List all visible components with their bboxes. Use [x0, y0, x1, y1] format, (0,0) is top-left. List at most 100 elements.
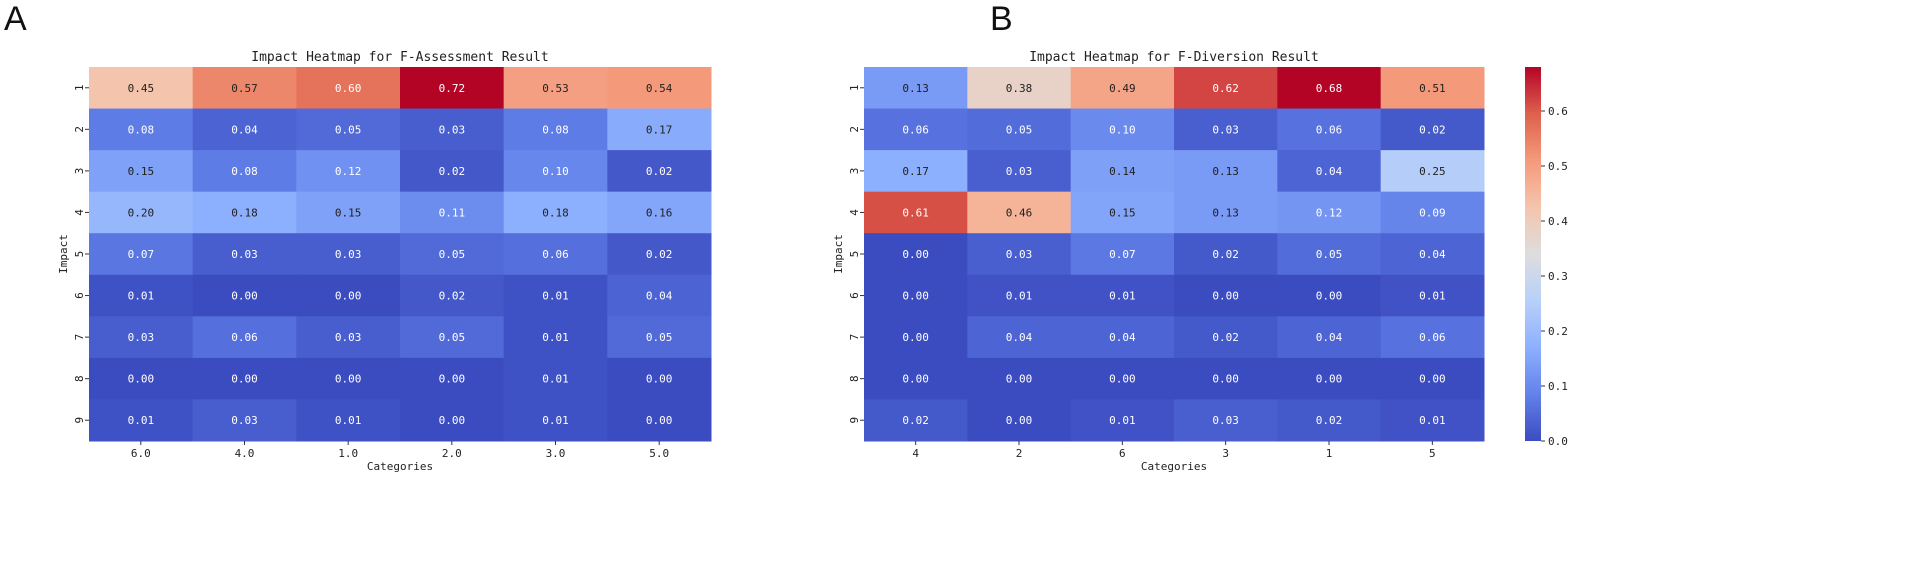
heatmap-cell-a: [607, 233, 712, 276]
cell-value-label-b: 0.04: [1006, 331, 1033, 344]
cell-value-label-b: 0.62: [1212, 82, 1239, 95]
x-tick-label-b: 6: [1119, 447, 1126, 460]
heatmap-cell-a: [400, 357, 505, 400]
heatmap-cell-a: [192, 67, 297, 110]
heatmap-cell-a: [192, 191, 297, 234]
heatmap-cell-a: [503, 357, 608, 400]
cell-value-label-a: 0.72: [439, 82, 466, 95]
heatmap-cell-a: [607, 67, 712, 110]
cell-value-label-a: 0.00: [439, 373, 466, 386]
heatmap-cell-b: [967, 191, 1072, 234]
panel-letter-b: B: [990, 0, 1013, 38]
cell-value-label-a: 0.01: [542, 331, 569, 344]
cell-value-label-b: 0.04: [1316, 165, 1343, 178]
cell-value-label-b: 0.00: [1006, 373, 1033, 386]
heatmap-cell-a: [607, 274, 712, 317]
heatmap-cell-b: [967, 316, 1072, 359]
heatmap-cell-a: [192, 316, 297, 359]
heatmap-cell-b: [1380, 108, 1485, 151]
x-tick-label-a: 3.0: [546, 447, 566, 460]
cell-value-label-a: 0.00: [128, 373, 155, 386]
heatmap-cell-b: [1070, 399, 1175, 442]
heatmap-cell-b: [1277, 108, 1382, 151]
cell-value-label-a: 0.01: [542, 290, 569, 303]
cell-value-label-a: 0.01: [542, 414, 569, 427]
heatmap-cell-b: [967, 274, 1072, 317]
cell-value-label-a: 0.03: [231, 414, 258, 427]
heatmap-cell-b: [1174, 233, 1278, 276]
heatmap-cell-a: [400, 108, 505, 151]
cell-value-label-b: 0.01: [1419, 290, 1446, 303]
cell-value-label-a: 0.00: [231, 290, 258, 303]
cell-value-label-b: 0.02: [1212, 248, 1239, 261]
heatmap-cell-a: [503, 274, 608, 317]
cell-value-label-b: 0.01: [1419, 414, 1446, 427]
heatmap-cell-a: [400, 274, 505, 317]
colorbar-tick-label: 0.5: [1548, 160, 1568, 173]
heatmap-cell-b: [1070, 357, 1175, 400]
heatmap-cell-b: [1277, 233, 1382, 276]
cell-value-label-b: 0.03: [1006, 165, 1033, 178]
cell-value-label-a: 0.02: [439, 290, 466, 303]
y-tick-label-b: 8: [848, 375, 861, 382]
cell-value-label-b: 0.00: [902, 373, 929, 386]
cell-value-label-b: 0.00: [1109, 373, 1136, 386]
y-tick-label-a: 2: [73, 126, 86, 133]
heatmap-cell-b: [1380, 316, 1485, 359]
cell-value-label-b: 0.04: [1109, 331, 1136, 344]
heatmap-cell-a: [503, 191, 608, 234]
heatmap-cell-b: [864, 150, 968, 193]
chart-title-a: Impact Heatmap for F-Assessment Result: [251, 50, 548, 65]
heatmap-cell-b: [1380, 233, 1485, 276]
cell-value-label-b: 0.05: [1316, 248, 1343, 261]
cell-value-label-a: 0.17: [646, 123, 673, 136]
heatmap-cell-b: [1070, 108, 1175, 151]
cell-value-label-b: 0.03: [1212, 123, 1239, 136]
heatmap-cell-b: [967, 233, 1072, 276]
y-tick-label-a: 9: [73, 417, 86, 424]
heatmap-cell-b: [1380, 357, 1485, 400]
x-axis-label-b: Categories: [1141, 460, 1207, 473]
cell-value-label-b: 0.14: [1109, 165, 1136, 178]
cell-value-label-a: 0.07: [128, 248, 155, 261]
x-tick-label-a: 6.0: [131, 447, 151, 460]
cell-value-label-a: 0.54: [646, 82, 673, 95]
heatmap-cell-a: [503, 150, 608, 193]
heatmap-cell-b: [1174, 150, 1278, 193]
cell-value-label-b: 0.13: [902, 82, 929, 95]
heatmap-cell-a: [400, 191, 505, 234]
heatmap-cell-b: [864, 357, 968, 400]
colorbar-tick-label: 0.1: [1548, 380, 1568, 393]
heatmap-cell-a: [192, 399, 297, 442]
y-tick-label-b: 7: [848, 334, 861, 341]
x-tick-label-b: 5: [1429, 447, 1436, 460]
heatmap-cell-b: [967, 399, 1072, 442]
cell-value-label-b: 0.01: [1006, 290, 1033, 303]
y-tick-label-a: 4: [73, 209, 86, 216]
heatmap-cell-a: [400, 150, 505, 193]
cell-value-label-a: 0.04: [231, 123, 258, 136]
cell-value-label-a: 0.00: [646, 414, 673, 427]
cell-value-label-b: 0.00: [1212, 290, 1239, 303]
heatmap-cell-a: [296, 67, 401, 110]
heatmap-cell-a: [400, 399, 505, 442]
heatmap-cell-a: [296, 191, 401, 234]
y-tick-label-a: 7: [73, 334, 86, 341]
cell-value-label-b: 0.00: [902, 331, 929, 344]
y-tick-label-b: 1: [848, 84, 861, 91]
y-tick-label-a: 3: [73, 168, 86, 175]
cell-value-label-a: 0.00: [439, 414, 466, 427]
cell-value-label-b: 0.02: [1316, 414, 1343, 427]
cell-value-label-a: 0.01: [335, 414, 362, 427]
cell-value-label-a: 0.03: [335, 248, 362, 261]
cell-value-label-b: 0.02: [1212, 331, 1239, 344]
cell-value-label-b: 0.00: [1419, 373, 1446, 386]
heatmap-cell-b: [1380, 191, 1485, 234]
cell-value-label-a: 0.53: [542, 82, 569, 95]
cell-value-label-b: 0.00: [902, 290, 929, 303]
heatmap-cell-a: [503, 233, 608, 276]
heatmap-cell-b: [1174, 274, 1278, 317]
heatmap-cell-a: [296, 357, 401, 400]
heatmap-cell-b: [1174, 316, 1278, 359]
